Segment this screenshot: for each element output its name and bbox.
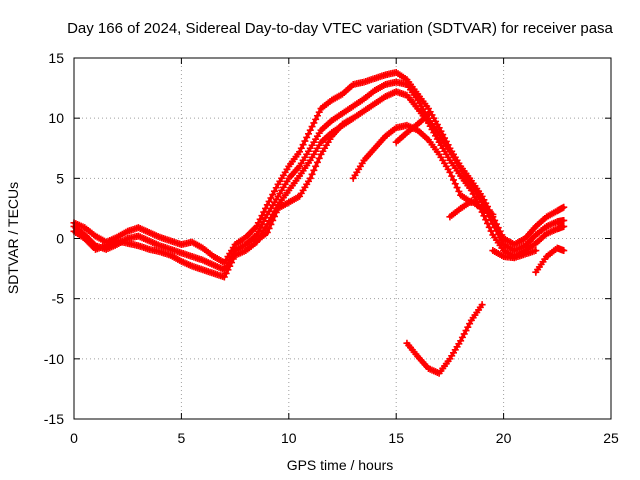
y-tick-label: 10 bbox=[48, 110, 64, 126]
data-point bbox=[446, 168, 454, 176]
data-point bbox=[297, 144, 305, 152]
y-tick-label: 0 bbox=[56, 231, 64, 247]
data-point bbox=[224, 266, 232, 274]
y-tick-label: -10 bbox=[44, 351, 64, 367]
series-track-10 bbox=[403, 301, 486, 377]
data-point bbox=[272, 208, 280, 216]
x-tick-label: 15 bbox=[388, 430, 404, 446]
data-point bbox=[467, 186, 475, 194]
series-group bbox=[70, 68, 568, 377]
data-point bbox=[263, 228, 271, 236]
data-point bbox=[312, 115, 320, 123]
data-point bbox=[256, 215, 264, 223]
data-point bbox=[269, 216, 277, 224]
data-point bbox=[299, 141, 307, 149]
data-point bbox=[306, 126, 314, 134]
y-tick-label: -15 bbox=[44, 411, 64, 427]
x-tick-label: 0 bbox=[70, 430, 78, 446]
data-point bbox=[489, 210, 497, 218]
series-track-7 bbox=[446, 197, 497, 221]
series-track-4 bbox=[253, 114, 357, 245]
data-point bbox=[560, 203, 568, 211]
data-point bbox=[315, 154, 323, 162]
series-track-2 bbox=[70, 78, 568, 274]
ticks: 0 5 10 15 20 25 15 10 5 0 -5 -10 -15 bbox=[44, 50, 619, 446]
series-track-9 bbox=[532, 244, 568, 276]
y-axis-label: SDTVAR / TECUs bbox=[5, 182, 21, 294]
data-point bbox=[532, 247, 540, 255]
data-point bbox=[449, 176, 457, 184]
data-point bbox=[453, 184, 461, 192]
data-point bbox=[304, 130, 312, 138]
data-point bbox=[478, 198, 486, 206]
data-point bbox=[448, 172, 456, 180]
series-track-6 bbox=[392, 111, 432, 146]
data-point bbox=[483, 219, 491, 227]
data-point bbox=[424, 111, 432, 119]
data-point bbox=[258, 212, 266, 220]
data-point bbox=[229, 255, 237, 263]
data-point bbox=[478, 301, 486, 309]
data-point bbox=[560, 247, 568, 255]
data-point bbox=[313, 158, 321, 166]
data-point bbox=[487, 227, 495, 235]
data-point bbox=[270, 212, 278, 220]
data-point bbox=[480, 212, 488, 220]
data-point bbox=[310, 166, 318, 174]
data-point bbox=[560, 222, 568, 230]
data-point bbox=[226, 262, 234, 270]
data-point bbox=[253, 222, 261, 230]
data-point bbox=[451, 180, 459, 188]
data-point bbox=[485, 223, 493, 231]
y-tick-label: 15 bbox=[48, 50, 64, 66]
data-point bbox=[455, 187, 463, 195]
data-point bbox=[254, 219, 262, 227]
data-point bbox=[220, 273, 228, 281]
data-point bbox=[222, 269, 230, 277]
data-point bbox=[469, 190, 477, 198]
data-point bbox=[265, 224, 273, 232]
x-tick-label: 10 bbox=[281, 430, 297, 446]
y-tick-label: 5 bbox=[56, 170, 64, 186]
x-tick-label: 20 bbox=[496, 430, 512, 446]
data-point bbox=[560, 216, 568, 224]
chart-title: Day 166 of 2024, Sidereal Day-to-day VTE… bbox=[67, 20, 613, 37]
x-tick-label: 5 bbox=[178, 430, 186, 446]
data-point bbox=[308, 123, 316, 131]
data-point bbox=[310, 119, 318, 127]
data-point bbox=[267, 220, 275, 228]
data-point bbox=[303, 133, 311, 141]
data-point bbox=[482, 216, 490, 224]
data-point bbox=[306, 174, 314, 182]
y-tick-label: -5 bbox=[52, 291, 65, 307]
data-point bbox=[487, 216, 495, 224]
data-point bbox=[315, 108, 323, 116]
x-tick-label: 25 bbox=[603, 430, 619, 446]
series-track-8 bbox=[489, 247, 540, 262]
x-axis-label: GPS time / hours bbox=[287, 457, 394, 473]
data-point bbox=[312, 162, 320, 170]
data-point bbox=[313, 112, 321, 120]
data-point bbox=[296, 148, 304, 156]
data-point bbox=[349, 114, 357, 122]
data-point bbox=[228, 259, 236, 267]
data-point bbox=[301, 137, 309, 145]
data-point bbox=[471, 194, 479, 202]
data-point bbox=[308, 170, 316, 178]
